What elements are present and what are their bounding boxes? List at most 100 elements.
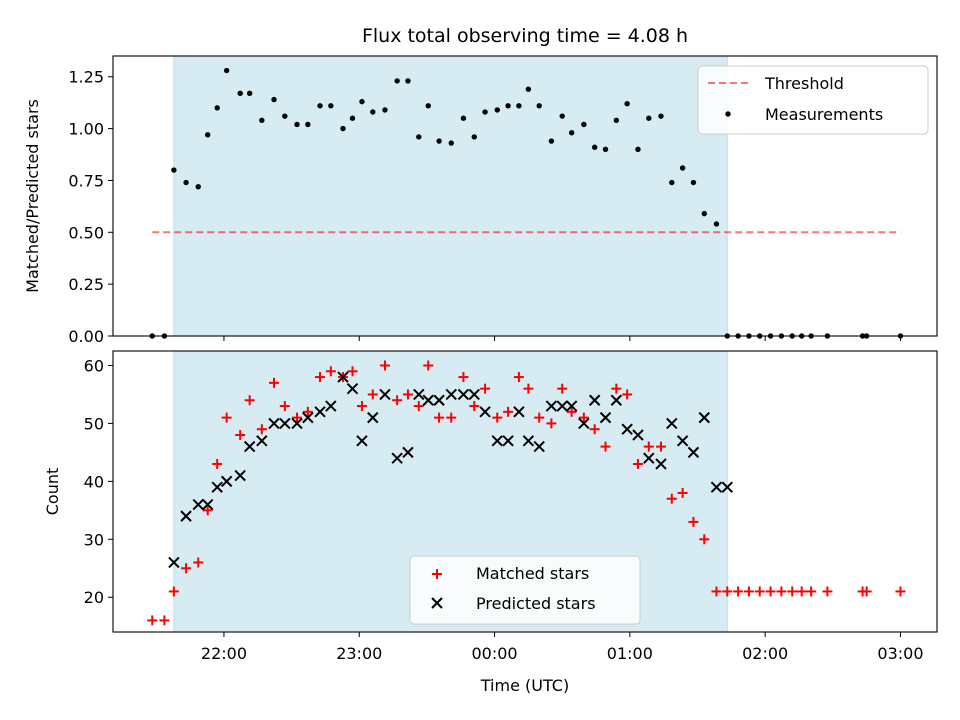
matched-star-marker	[513, 372, 524, 383]
matched-star-marker	[193, 557, 204, 568]
chart-title: Flux total observing time = 4.08 h	[362, 25, 688, 47]
x-tick-label: 00:00	[472, 644, 518, 663]
matched-star-marker	[776, 586, 787, 597]
matched-star-marker	[546, 418, 557, 429]
measurement-point	[394, 78, 400, 84]
matched-star-marker	[356, 401, 367, 412]
matched-star-marker	[677, 487, 688, 498]
measurement-point	[171, 167, 177, 173]
predicted-star-marker	[325, 400, 337, 412]
matched-star-marker	[492, 412, 503, 423]
predicted-star-marker	[192, 498, 204, 511]
predicted-star-marker	[367, 411, 379, 424]
predicted-star-marker	[302, 411, 314, 424]
measurement-point	[624, 101, 630, 107]
matched-star-marker	[392, 395, 403, 406]
predicted-star-marker	[180, 510, 192, 522]
matched-star-marker	[402, 389, 413, 400]
measurement-point	[370, 109, 376, 115]
predicted-star-marker	[234, 469, 246, 482]
predicted-star-marker	[211, 481, 223, 493]
matched-star-marker	[743, 586, 754, 597]
y-tick-label: 20	[84, 588, 104, 607]
predicted-star-marker	[279, 417, 291, 430]
measurement-point	[405, 78, 411, 84]
predicted-star-marker	[379, 388, 391, 401]
measurement-point	[328, 103, 334, 109]
matched-star-marker	[643, 441, 654, 452]
matched-star-marker	[765, 586, 776, 597]
measurement-point	[591, 144, 598, 150]
matched-star-marker	[423, 360, 434, 371]
predicted-star-marker	[632, 429, 644, 441]
legend-predicted-label: Predicted stars	[476, 594, 596, 613]
y-axis-label-top: Matched/Predicted stars	[23, 99, 42, 293]
top-y-ticks: 0.00 0.25 0.50 0.75 1.00 1.25	[68, 68, 113, 346]
x-axis-label: Time (UTC)	[480, 676, 569, 695]
predicted-star-marker	[513, 406, 525, 418]
measurement-point	[271, 96, 277, 103]
matched-star-marker	[754, 586, 765, 597]
measurement-point	[195, 183, 201, 190]
y-tick-label: 1.00	[68, 120, 104, 139]
predicted-star-marker	[433, 394, 445, 406]
predicted-star-marker	[202, 498, 214, 511]
top-panel: 0.00 0.25 0.50 0.75 1.00 1.25 Flux total obse…	[23, 25, 938, 346]
predicted-star-marker	[291, 417, 303, 430]
matched-star-marker	[611, 383, 622, 394]
predicted-star-marker	[502, 435, 514, 447]
matched-star-marker	[379, 360, 390, 371]
matched-star-marker	[589, 424, 600, 435]
matched-star-marker	[711, 586, 722, 597]
measurement-point	[536, 103, 542, 109]
measurement-point	[294, 121, 300, 128]
matched-star-marker	[458, 372, 469, 383]
predicted-star-marker	[468, 388, 480, 401]
predicted-star-marker	[610, 394, 623, 406]
measurement-point	[713, 221, 720, 227]
matched-star-marker	[655, 441, 666, 452]
measurement-point	[305, 121, 311, 128]
measurement-point	[259, 117, 265, 123]
y-tick-label: 50	[84, 414, 104, 433]
y-tick-label: 60	[84, 356, 104, 375]
matched-star-marker	[566, 406, 577, 417]
predicted-star-marker	[621, 423, 633, 435]
predicted-star-marker	[314, 406, 326, 418]
predicted-star-marker	[256, 435, 268, 447]
top-marks	[149, 67, 904, 339]
legend-predicted-swatch	[431, 597, 443, 609]
measurement-point	[246, 90, 253, 97]
measurement-point	[581, 121, 587, 128]
matched-star-marker	[212, 458, 223, 469]
measurement-point	[183, 179, 189, 186]
x-tick-label: 22:00	[201, 644, 247, 663]
matched-star-marker	[446, 412, 457, 423]
legend-threshold-label: Threshold	[764, 74, 844, 93]
measurement-point	[471, 134, 477, 140]
matched-star-marker	[895, 586, 906, 597]
y-tick-label: 0.00	[68, 327, 104, 346]
measurement-point	[448, 140, 454, 146]
y-tick-label: 0.25	[68, 275, 104, 294]
predicted-star-marker	[565, 400, 578, 412]
matched-star-marker	[480, 383, 491, 394]
matched-star-marker	[787, 586, 798, 597]
measurement-point	[223, 67, 230, 74]
measurement-point	[436, 138, 442, 144]
measurement-point	[494, 107, 500, 113]
predicted-star-marker	[556, 400, 568, 412]
y-tick-label: 0.75	[68, 171, 104, 190]
predicted-star-marker	[445, 388, 457, 401]
matched-star-marker	[279, 401, 290, 412]
matched-star-marker	[733, 586, 744, 597]
matched-star-marker	[159, 615, 170, 626]
matched-star-marker	[292, 412, 303, 423]
legend-bottom-box	[409, 555, 641, 625]
matched-star-marker	[168, 586, 179, 597]
predicted-star-marker	[545, 400, 558, 412]
matched-star-marker	[632, 458, 643, 469]
predicted-star-marker	[643, 452, 655, 464]
matched-star-marker	[347, 366, 358, 377]
predicted-star-marker	[243, 440, 256, 453]
